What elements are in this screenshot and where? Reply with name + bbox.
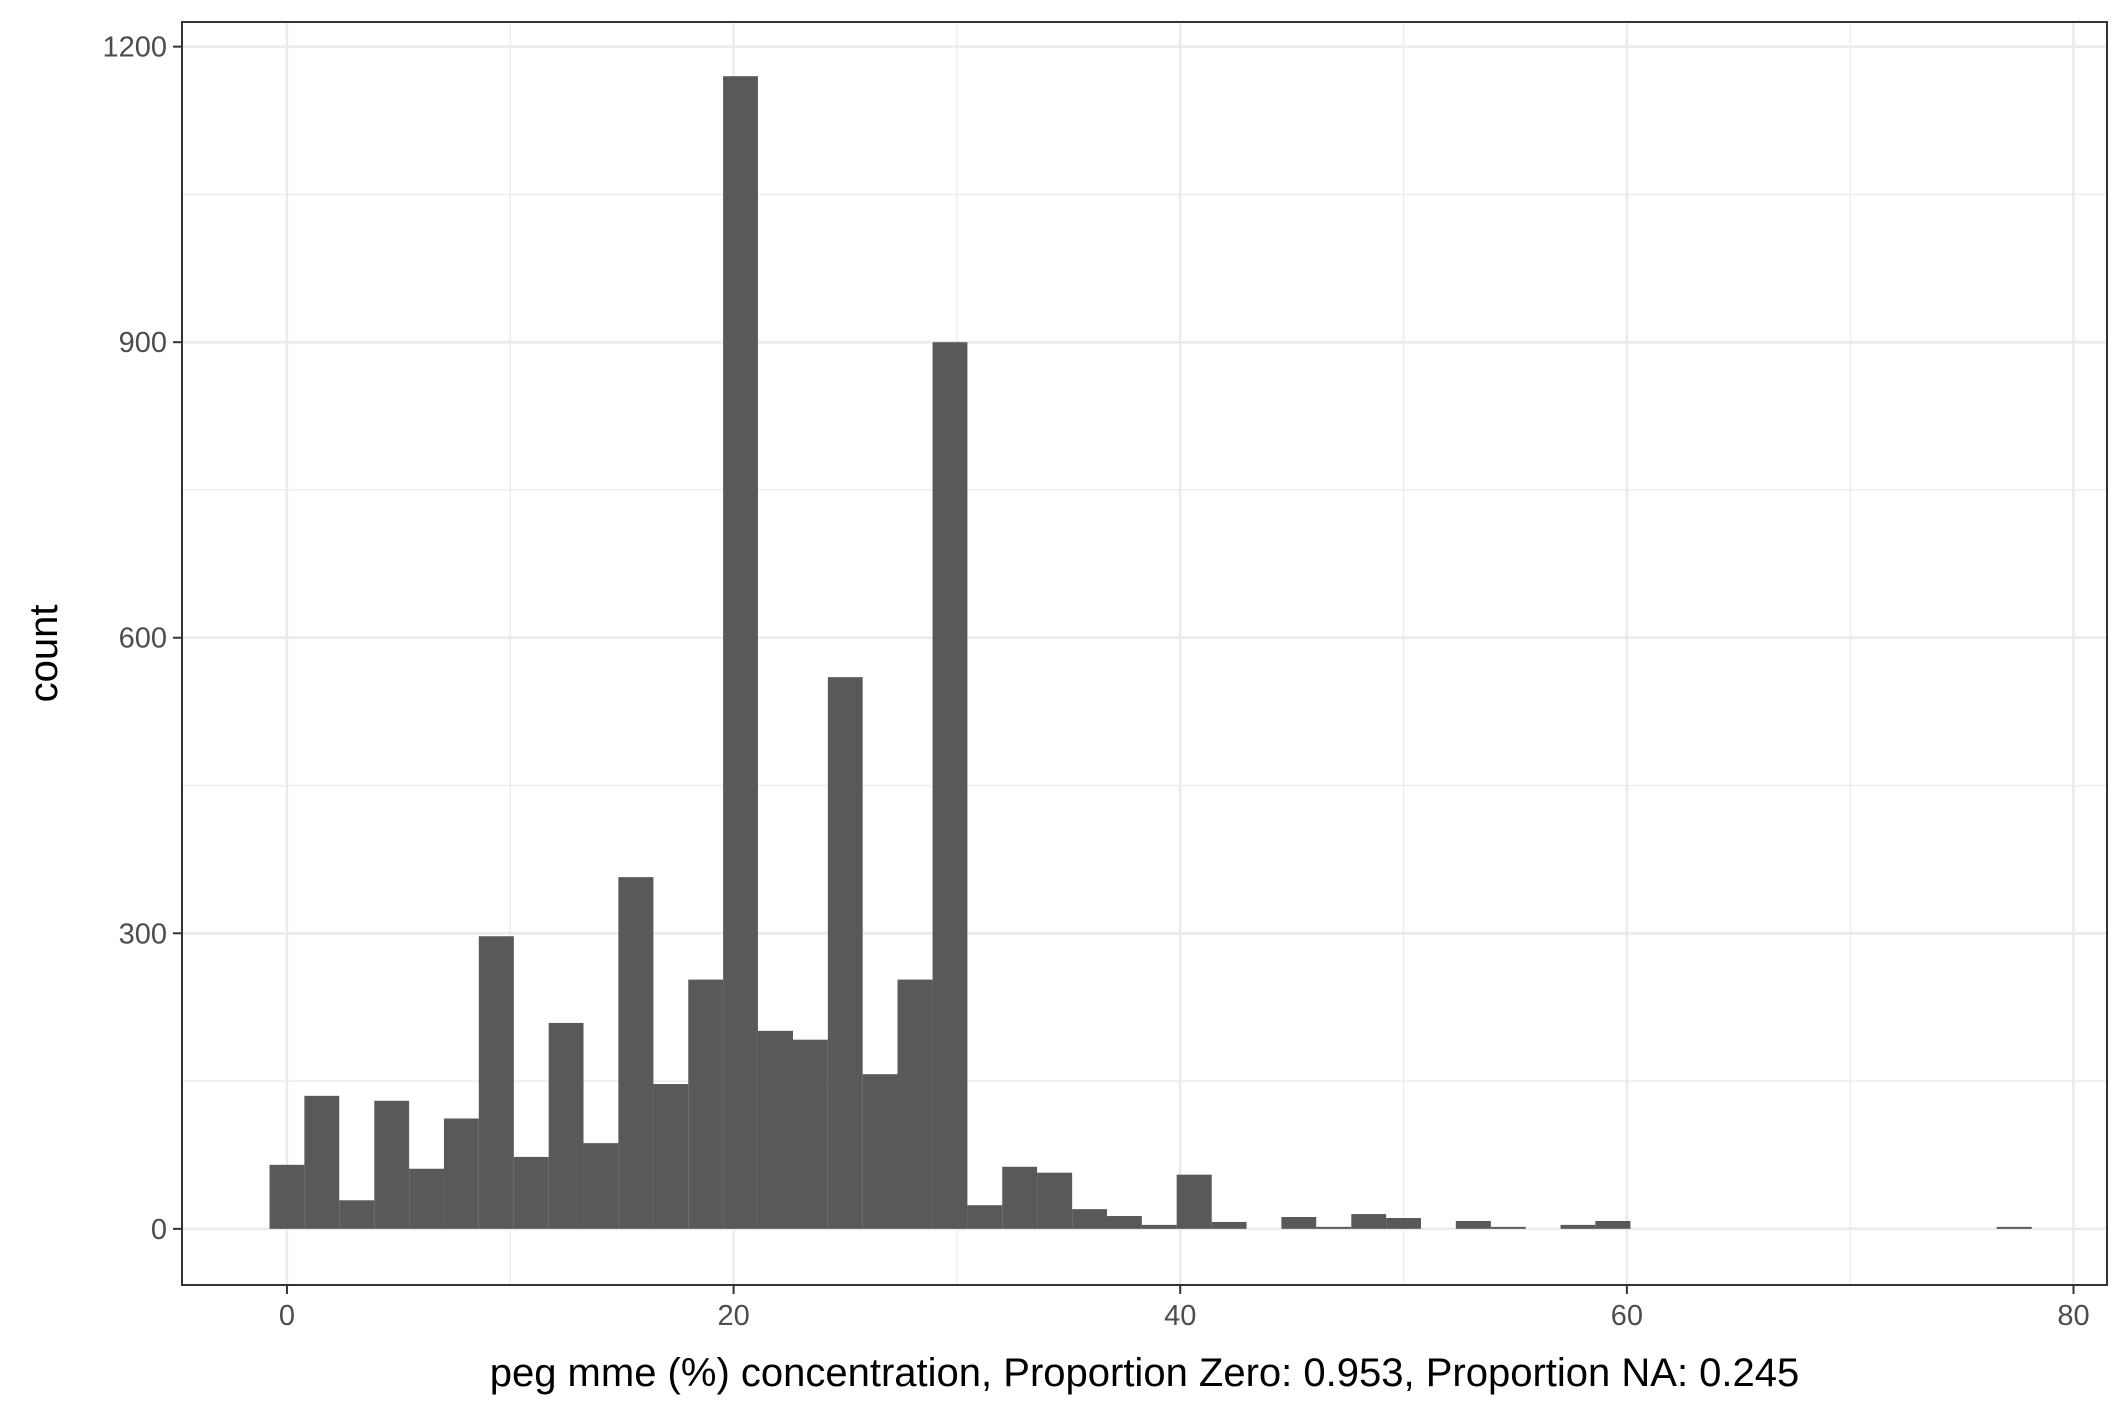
histogram-bar: [967, 1205, 1003, 1229]
histogram-bar: [513, 1156, 549, 1229]
histogram-bar: [1106, 1216, 1142, 1229]
x-axis-title: peg mme (%) concentration, Proportion Ze…: [490, 1351, 1800, 1395]
histogram-bar: [827, 677, 863, 1229]
histogram-bar: [1211, 1221, 1247, 1229]
histogram-bar: [548, 1022, 584, 1229]
histogram-bar: [688, 979, 724, 1229]
histogram-bar: [583, 1143, 619, 1229]
histogram-bar: [339, 1200, 375, 1229]
histogram-bar: [862, 1074, 898, 1229]
histogram-bars: [269, 76, 2032, 1229]
histogram-bar: [304, 1095, 340, 1229]
histogram-bar: [792, 1039, 828, 1229]
histogram-bar: [1595, 1220, 1631, 1229]
histogram-bar: [269, 1164, 305, 1229]
histogram-bar: [618, 877, 654, 1229]
histogram-bar: [932, 342, 968, 1229]
y-axis-ticks: 0 300 600 900 1200: [102, 32, 182, 1246]
x-tick-label: 0: [279, 1300, 295, 1332]
histogram-bar: [1037, 1172, 1073, 1229]
y-tick-label: 300: [119, 918, 167, 950]
x-tick-label: 80: [2057, 1300, 2089, 1332]
y-tick-label: 1200: [102, 32, 167, 64]
x-tick-label: 20: [717, 1300, 749, 1332]
histogram-bar: [1281, 1217, 1317, 1229]
x-axis-ticks: 0 20 40 60 80: [279, 1285, 2090, 1332]
histogram-bar: [1996, 1226, 2032, 1229]
histogram-bar: [653, 1084, 689, 1229]
y-tick-label: 900: [119, 327, 167, 359]
y-tick-label: 0: [151, 1214, 167, 1246]
y-tick-label: 600: [119, 623, 167, 655]
x-tick-label: 40: [1164, 1300, 1196, 1332]
histogram-bar: [897, 979, 933, 1229]
histogram-bar: [443, 1118, 479, 1229]
histogram-bar: [1002, 1166, 1038, 1229]
histogram-bar: [723, 76, 758, 1229]
histogram-bar: [1141, 1224, 1177, 1229]
y-axis-title: count: [22, 605, 66, 703]
histogram-bar: [1490, 1226, 1526, 1229]
histogram-bar: [1560, 1224, 1596, 1229]
histogram-bar: [1386, 1218, 1421, 1229]
histogram-bar: [757, 1030, 793, 1229]
histogram-bar: [1455, 1220, 1491, 1229]
histogram-bar: [1176, 1174, 1212, 1229]
histogram-bar: [374, 1100, 410, 1229]
x-tick-label: 60: [1611, 1300, 1643, 1332]
histogram-bar: [409, 1168, 444, 1229]
histogram-bar: [1351, 1214, 1387, 1229]
histogram-bar: [478, 936, 514, 1229]
panel-border: [181, 21, 2108, 1286]
histogram-bar: [1072, 1209, 1107, 1229]
histogram-bar: [1316, 1226, 1352, 1229]
